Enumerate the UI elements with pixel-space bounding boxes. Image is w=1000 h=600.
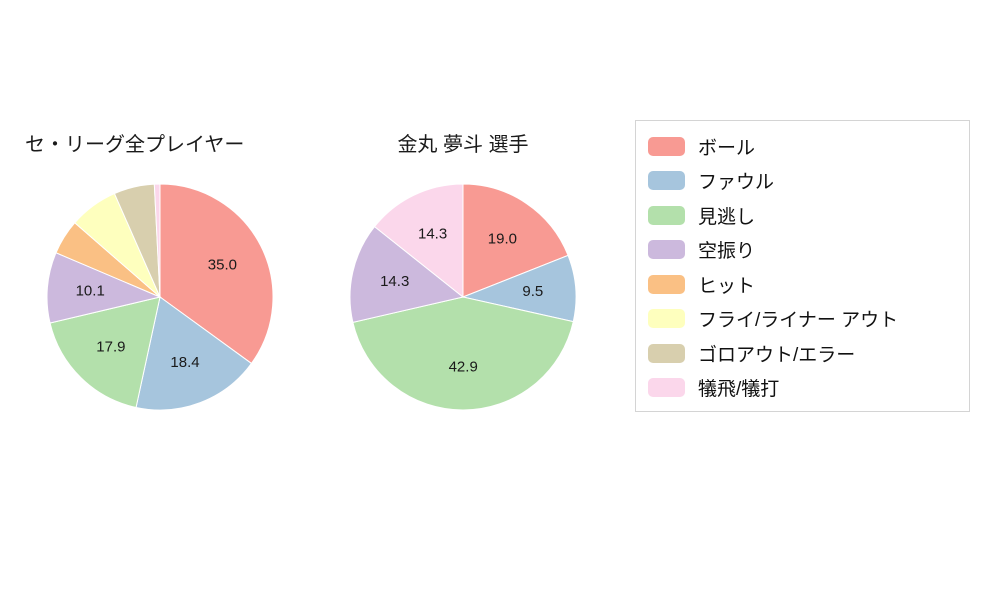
- pie-slice-value: 35.0: [208, 257, 237, 274]
- legend-label: ヒット: [698, 275, 756, 297]
- legend-label: 犠飛/犠打: [698, 379, 780, 401]
- legend-swatch-sacrifice: [648, 378, 685, 398]
- right-pie-chart: 19.0 9.5 42.9 14.3 14.3: [349, 183, 577, 411]
- pie-slice-value: 42.9: [449, 359, 478, 376]
- legend: ボールファウル見逃し空振りヒットフライ/ライナー アウト ゴロアウト/エラー 犠飛/…: [635, 120, 970, 412]
- legend-label: フライ/ライナー アウト: [698, 310, 899, 332]
- legend-label: ファウル: [698, 172, 775, 194]
- pie-slice-ball: [159, 183, 274, 365]
- legend-label: ゴロアウト/エラー: [698, 344, 856, 366]
- pie-slice-value: 14.3: [418, 225, 447, 242]
- legend-swatch-hit: [648, 274, 685, 294]
- pie-slice-value: 17.9: [96, 339, 125, 356]
- pie-slice-sacrifice: [153, 183, 161, 298]
- legend-label: 見逃し: [698, 206, 756, 228]
- pie-slice-foul: [135, 296, 253, 411]
- pie-slice-looking: [49, 296, 161, 409]
- right-pie-title: 金丸 夢斗 選手: [397, 134, 529, 156]
- legend-item-hit: ヒット: [648, 267, 969, 302]
- legend-item-ball: ボール: [648, 129, 969, 164]
- pie-slice-swinging: [349, 225, 465, 323]
- pie-slice-value: 9.5: [522, 283, 543, 300]
- legend-swatch-ball: [648, 136, 685, 156]
- pie-slice-value: 10.1: [76, 283, 105, 300]
- legend-swatch-fly-liner-out: [648, 309, 685, 329]
- legend-item-fly-liner-out: フライ/ライナー アウト: [648, 302, 969, 337]
- pie-slice-sacrifice: [373, 183, 464, 299]
- legend-label: ボール: [698, 137, 756, 159]
- legend-item-swinging: 空振り: [648, 233, 969, 268]
- pie-slice-swinging: [46, 252, 162, 324]
- legend-swatch-swinging: [648, 240, 685, 260]
- pie-slice-value: 19.0: [488, 231, 517, 248]
- legend-label: 空振り: [698, 241, 756, 263]
- left-pie-title: セ・リーグ全プレイヤー: [25, 134, 245, 156]
- pie-slice-looking: [352, 296, 574, 411]
- pie-slice-value: 18.4: [170, 354, 199, 371]
- legend-item-groundout-error: ゴロアウト/エラー: [648, 336, 969, 371]
- legend-item-foul: ファウル: [648, 164, 969, 199]
- legend-swatch-foul: [648, 171, 685, 191]
- left-pie-chart: 35.0 18.4 17.9 10.1: [46, 183, 274, 411]
- pie-slice-value: 14.3: [380, 273, 409, 290]
- legend-item-sacrifice: 犠飛/犠打: [648, 371, 969, 406]
- legend-item-looking: 見逃し: [648, 198, 969, 233]
- legend-swatch-groundout-error: [648, 343, 685, 363]
- pie-slice-ball: [462, 183, 569, 298]
- legend-swatch-looking: [648, 205, 685, 225]
